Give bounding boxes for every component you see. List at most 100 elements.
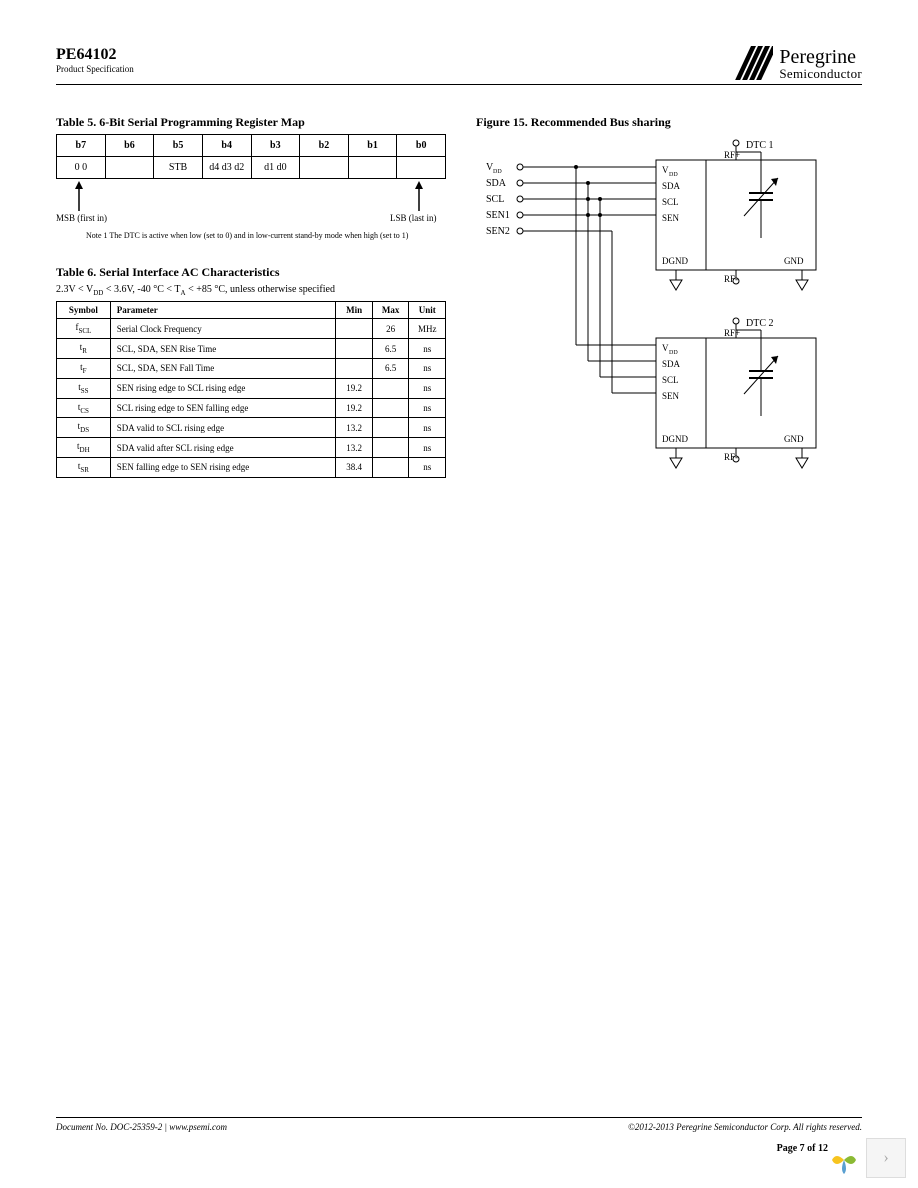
td: tCS bbox=[57, 398, 111, 418]
figure15-caption: Figure 15. Recommended Bus sharing bbox=[476, 115, 862, 130]
footer-copyright: ©2012-2013 Peregrine Semiconductor Corp.… bbox=[628, 1122, 862, 1132]
page-footer: Document No. DOC-25359-2 | www.psemi.com… bbox=[56, 1117, 862, 1132]
td: 19.2 bbox=[336, 378, 373, 398]
th: b4 bbox=[202, 135, 251, 157]
th: Parameter bbox=[110, 302, 336, 319]
td bbox=[372, 378, 409, 398]
svg-text:DGND: DGND bbox=[662, 434, 688, 444]
td: MHz bbox=[409, 319, 446, 339]
td: 38.4 bbox=[336, 457, 373, 477]
svg-text:SEN2: SEN2 bbox=[486, 226, 510, 237]
td: ns bbox=[409, 438, 446, 458]
td: ns bbox=[409, 457, 446, 477]
td bbox=[372, 418, 409, 438]
svg-text:DD: DD bbox=[669, 350, 678, 356]
td: 0 0 bbox=[57, 157, 106, 179]
th: b1 bbox=[348, 135, 397, 157]
td: SCL, SDA, SEN Rise Time bbox=[110, 339, 336, 359]
td: SDA valid to SCL rising edge bbox=[110, 418, 336, 438]
table-row: b7 b6 b5 b4 b3 b2 b1 b0 bbox=[57, 135, 446, 157]
svg-text:DD: DD bbox=[493, 169, 502, 175]
table6-caption: Table 6. Serial Interface AC Characteris… bbox=[56, 265, 446, 280]
td: tR bbox=[57, 339, 111, 359]
svg-text:V: V bbox=[662, 165, 669, 175]
td bbox=[336, 358, 373, 378]
table-row: 0 0 STB d4 d3 d2 d1 d0 bbox=[57, 157, 446, 179]
diagram-svg: VDD SDA SCL SEN1 SEN2 DTC 1 RF+ bbox=[476, 138, 846, 508]
th: b7 bbox=[57, 135, 106, 157]
td: 13.2 bbox=[336, 438, 373, 458]
th: b5 bbox=[154, 135, 203, 157]
next-page-button[interactable]: › bbox=[866, 1138, 906, 1178]
th: b6 bbox=[105, 135, 154, 157]
td: fSCL bbox=[57, 319, 111, 339]
td: SCL, SDA, SEN Fall Time bbox=[110, 358, 336, 378]
svg-text:SEN1: SEN1 bbox=[486, 210, 510, 221]
page-number: Page 7 of 12 bbox=[777, 1143, 828, 1154]
arrow-up-icon bbox=[74, 181, 84, 211]
td bbox=[300, 157, 349, 179]
td: 6.5 bbox=[372, 358, 409, 378]
brand-text: Peregrine Semiconductor bbox=[779, 47, 862, 80]
td: STB bbox=[154, 157, 203, 179]
lsb-label: LSB (last in) bbox=[390, 213, 437, 223]
svg-text:DTC 1: DTC 1 bbox=[746, 140, 774, 151]
table-row: tCSSCL rising edge to SEN falling edge19… bbox=[57, 398, 446, 418]
table6-wrap: Table 6. Serial Interface AC Characteris… bbox=[56, 265, 446, 477]
th: b0 bbox=[397, 135, 446, 157]
td: Serial Clock Frequency bbox=[110, 319, 336, 339]
td: tF bbox=[57, 358, 111, 378]
th: Symbol bbox=[57, 302, 111, 319]
td: SEN falling edge to SEN rising edge bbox=[110, 457, 336, 477]
table5: b7 b6 b5 b4 b3 b2 b1 b0 0 0 STB bbox=[56, 134, 446, 179]
cond-pre: 2.3V < V bbox=[56, 284, 93, 295]
table-row: fSCLSerial Clock Frequency 26MHz bbox=[57, 319, 446, 339]
svg-text:V: V bbox=[662, 343, 669, 353]
arrows-row: MSB (first in) LSB (last in) bbox=[56, 181, 446, 225]
brand-top: Peregrine bbox=[779, 47, 862, 67]
svg-text:SCL: SCL bbox=[662, 197, 679, 207]
footer-doc: Document No. DOC-25359-2 | www.psemi.com bbox=[56, 1122, 227, 1132]
svg-text:GND: GND bbox=[784, 256, 804, 266]
td bbox=[336, 339, 373, 359]
svg-text:SEN: SEN bbox=[662, 391, 680, 401]
td bbox=[372, 398, 409, 418]
td: ns bbox=[409, 418, 446, 438]
table-row: tRSCL, SDA, SEN Rise Time6.5ns bbox=[57, 339, 446, 359]
td: ns bbox=[409, 378, 446, 398]
svg-text:SDA: SDA bbox=[486, 178, 507, 189]
svg-text:SCL: SCL bbox=[662, 375, 679, 385]
table5-caption: Table 5. 6-Bit Serial Programming Regist… bbox=[56, 115, 446, 130]
td bbox=[348, 157, 397, 179]
table6: Symbol Parameter Min Max Unit fSCLSerial… bbox=[56, 301, 446, 477]
header-left: PE64102 Product Specification bbox=[56, 46, 134, 74]
spec-label: Product Specification bbox=[56, 64, 134, 74]
th: b3 bbox=[251, 135, 300, 157]
corner-logo-icon bbox=[826, 1142, 862, 1178]
table-row: tFSCL, SDA, SEN Fall Time6.5ns bbox=[57, 358, 446, 378]
th: Max bbox=[372, 302, 409, 319]
th: Min bbox=[336, 302, 373, 319]
td: 19.2 bbox=[336, 398, 373, 418]
left-column: Table 5. 6-Bit Serial Programming Regist… bbox=[56, 115, 446, 508]
td bbox=[397, 157, 446, 179]
table-row: Symbol Parameter Min Max Unit bbox=[57, 302, 446, 319]
table-row: tSRSEN falling edge to SEN rising edge38… bbox=[57, 457, 446, 477]
td bbox=[372, 438, 409, 458]
td bbox=[372, 457, 409, 477]
msb-label: MSB (first in) bbox=[56, 213, 107, 223]
right-column: Figure 15. Recommended Bus sharing VDD S… bbox=[476, 115, 862, 508]
table-row: tDSSDA valid to SCL rising edge13.2ns bbox=[57, 418, 446, 438]
table-row: tDHSDA valid after SCL rising edge13.2ns bbox=[57, 438, 446, 458]
figure15-diagram: VDD SDA SCL SEN1 SEN2 DTC 1 RF+ bbox=[476, 138, 846, 508]
svg-text:DTC 2: DTC 2 bbox=[746, 318, 774, 329]
td: tDS bbox=[57, 418, 111, 438]
td: SEN rising edge to SCL rising edge bbox=[110, 378, 336, 398]
td: d1 d0 bbox=[251, 157, 300, 179]
page: PE64102 Product Specification Peregrine … bbox=[0, 0, 918, 1188]
td: ns bbox=[409, 398, 446, 418]
svg-text:SDA: SDA bbox=[662, 181, 681, 191]
brand-bot: Semiconductor bbox=[779, 67, 862, 80]
svg-text:SCL: SCL bbox=[486, 194, 504, 205]
td: 26 bbox=[372, 319, 409, 339]
